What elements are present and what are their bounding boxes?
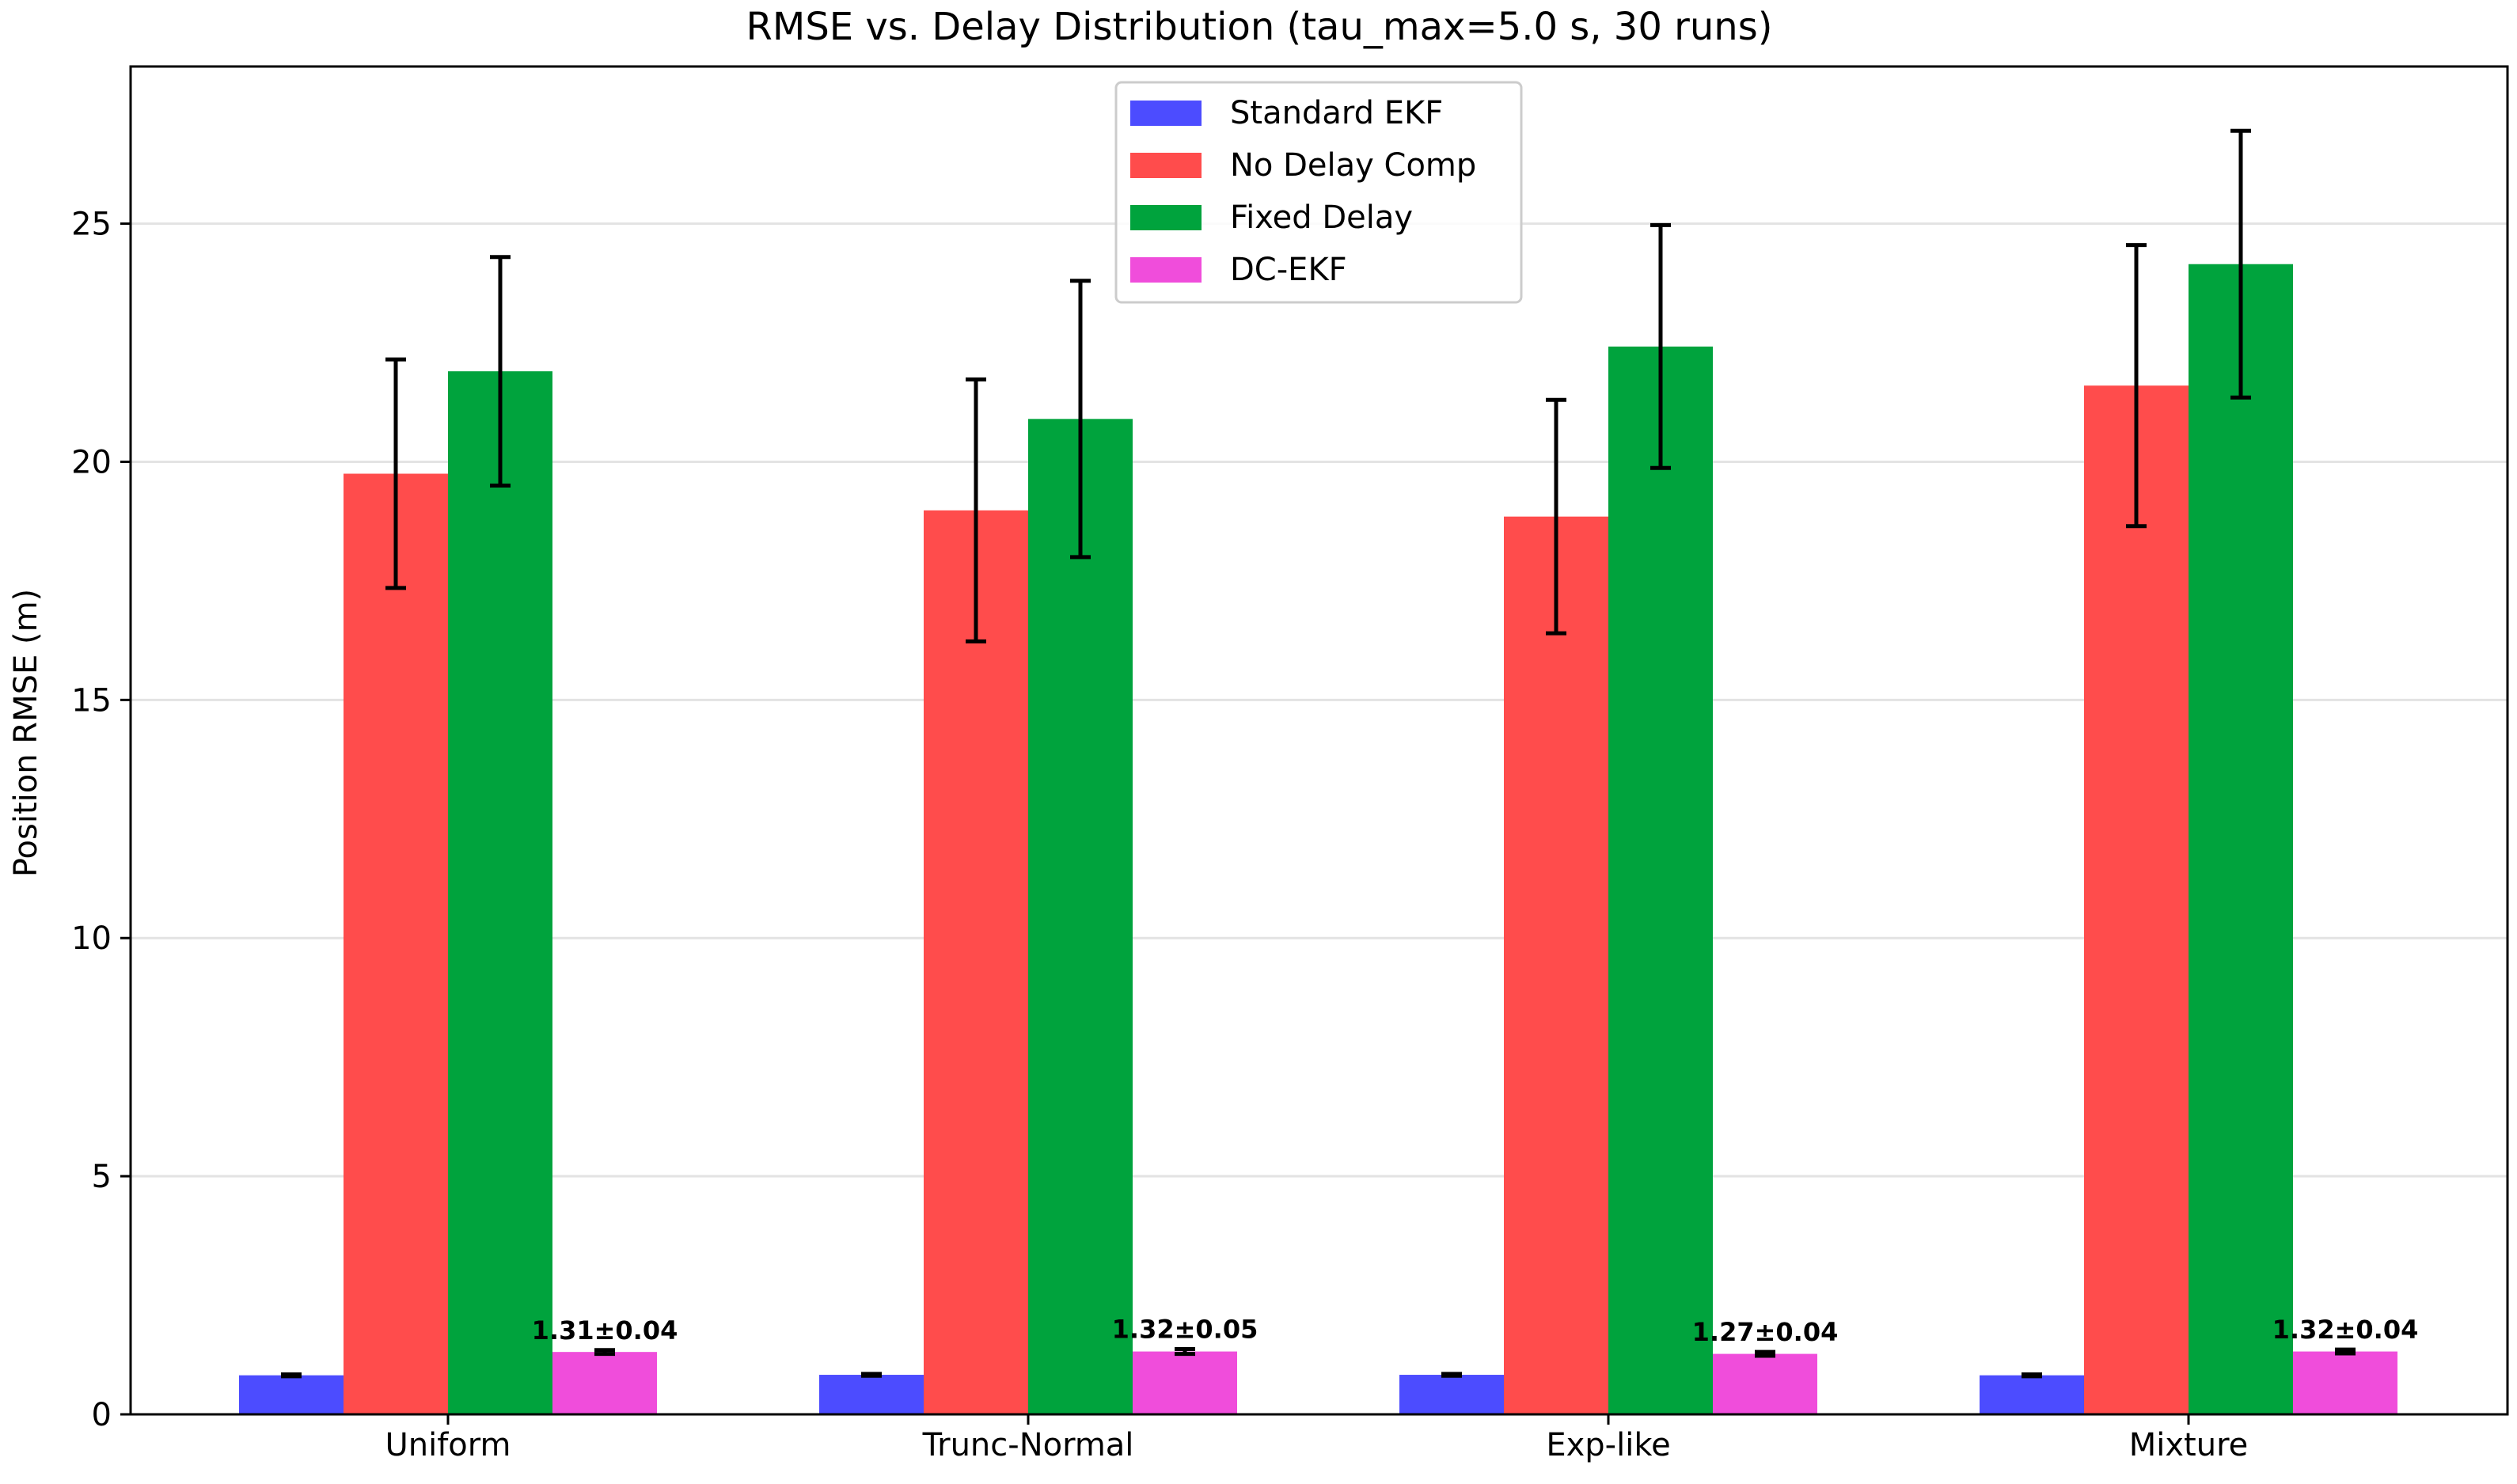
bar-dc-ekf-trunc-normal <box>1133 1351 1237 1414</box>
bars <box>239 264 2397 1415</box>
x-axis-ticks: Uniform Trunc-Normal Exp-like Mixture <box>385 1414 2248 1463</box>
bar-no-delay-comp-uniform <box>344 473 448 1414</box>
chart-title: RMSE vs. Delay Distribution (tau_max=5.0… <box>746 5 1773 49</box>
x-tick-label: Exp-like <box>1546 1427 1670 1463</box>
legend-swatch <box>1130 153 1202 178</box>
legend-item-no-delay-comp[interactable]: No Delay Comp <box>1130 147 1476 184</box>
plot-frame <box>129 65 2509 1416</box>
bar-standard-ekf-trunc-normal <box>819 1375 924 1414</box>
legend-swatch <box>1130 205 1202 230</box>
bar-standard-ekf-exp-like <box>1399 1375 1504 1414</box>
legend-swatch <box>1130 101 1202 126</box>
bar-no-delay-comp-exp-like <box>1504 516 1608 1414</box>
bar-fixed-delay-trunc-normal <box>1028 419 1133 1415</box>
legend[interactable]: Standard EKF No Delay Comp Fixed Delay DC-E… <box>1114 81 1523 304</box>
data-label: 1.32±0.05 <box>1112 1315 1258 1345</box>
legend-item-fixed-delay[interactable]: Fixed Delay <box>1130 199 1413 236</box>
x-tick-label: Trunc-Normal <box>922 1427 1134 1463</box>
y-axis-ticks: 0 5 10 15 20 25 <box>71 207 131 1433</box>
y-tick-label: 15 <box>71 682 112 719</box>
legend-label: No Delay Comp <box>1230 147 1476 184</box>
y-tick-label: 0 <box>92 1397 112 1433</box>
data-label: 1.31±0.04 <box>532 1315 678 1345</box>
y-tick-label: 20 <box>71 444 112 480</box>
data-label: 1.27±0.04 <box>1692 1317 1839 1347</box>
legend-label: DC-EKF <box>1230 252 1347 288</box>
y-tick-label: 10 <box>71 920 112 957</box>
data-label: 1.32±0.04 <box>2272 1315 2419 1345</box>
bar-dc-ekf-exp-like <box>1713 1353 1817 1414</box>
bar-dc-ekf-uniform <box>552 1352 657 1414</box>
x-tick-label: Mixture <box>2129 1427 2249 1463</box>
legend-box <box>1114 81 1523 304</box>
legend-item-standard-ekf[interactable]: Standard EKF <box>1130 95 1443 131</box>
y-axis-label: Position RMSE (m) <box>8 589 44 877</box>
y-tick-label: 5 <box>92 1159 112 1195</box>
bar-standard-ekf-mixture <box>1980 1375 2084 1414</box>
bar-no-delay-comp-mixture <box>2084 385 2189 1415</box>
bar-fixed-delay-mixture <box>2189 264 2293 1415</box>
x-tick-label: Uniform <box>385 1427 511 1463</box>
legend-swatch <box>1130 257 1202 283</box>
legend-item-dc-ekf[interactable]: DC-EKF <box>1130 252 1347 288</box>
bar-standard-ekf-uniform <box>239 1375 344 1414</box>
bar-no-delay-comp-trunc-normal <box>924 510 1028 1414</box>
data-labels: 1.31±0.04 1.32±0.05 1.27±0.04 1.32±0.04 <box>532 1315 2419 1348</box>
legend-label: Standard EKF <box>1230 95 1443 131</box>
bar-fixed-delay-uniform <box>448 371 552 1414</box>
error-bars <box>281 128 2356 1379</box>
y-tick-label: 25 <box>71 207 112 243</box>
legend-label: Fixed Delay <box>1230 199 1413 236</box>
bar-dc-ekf-mixture <box>2293 1351 2397 1414</box>
bar-fixed-delay-exp-like <box>1608 346 1713 1414</box>
